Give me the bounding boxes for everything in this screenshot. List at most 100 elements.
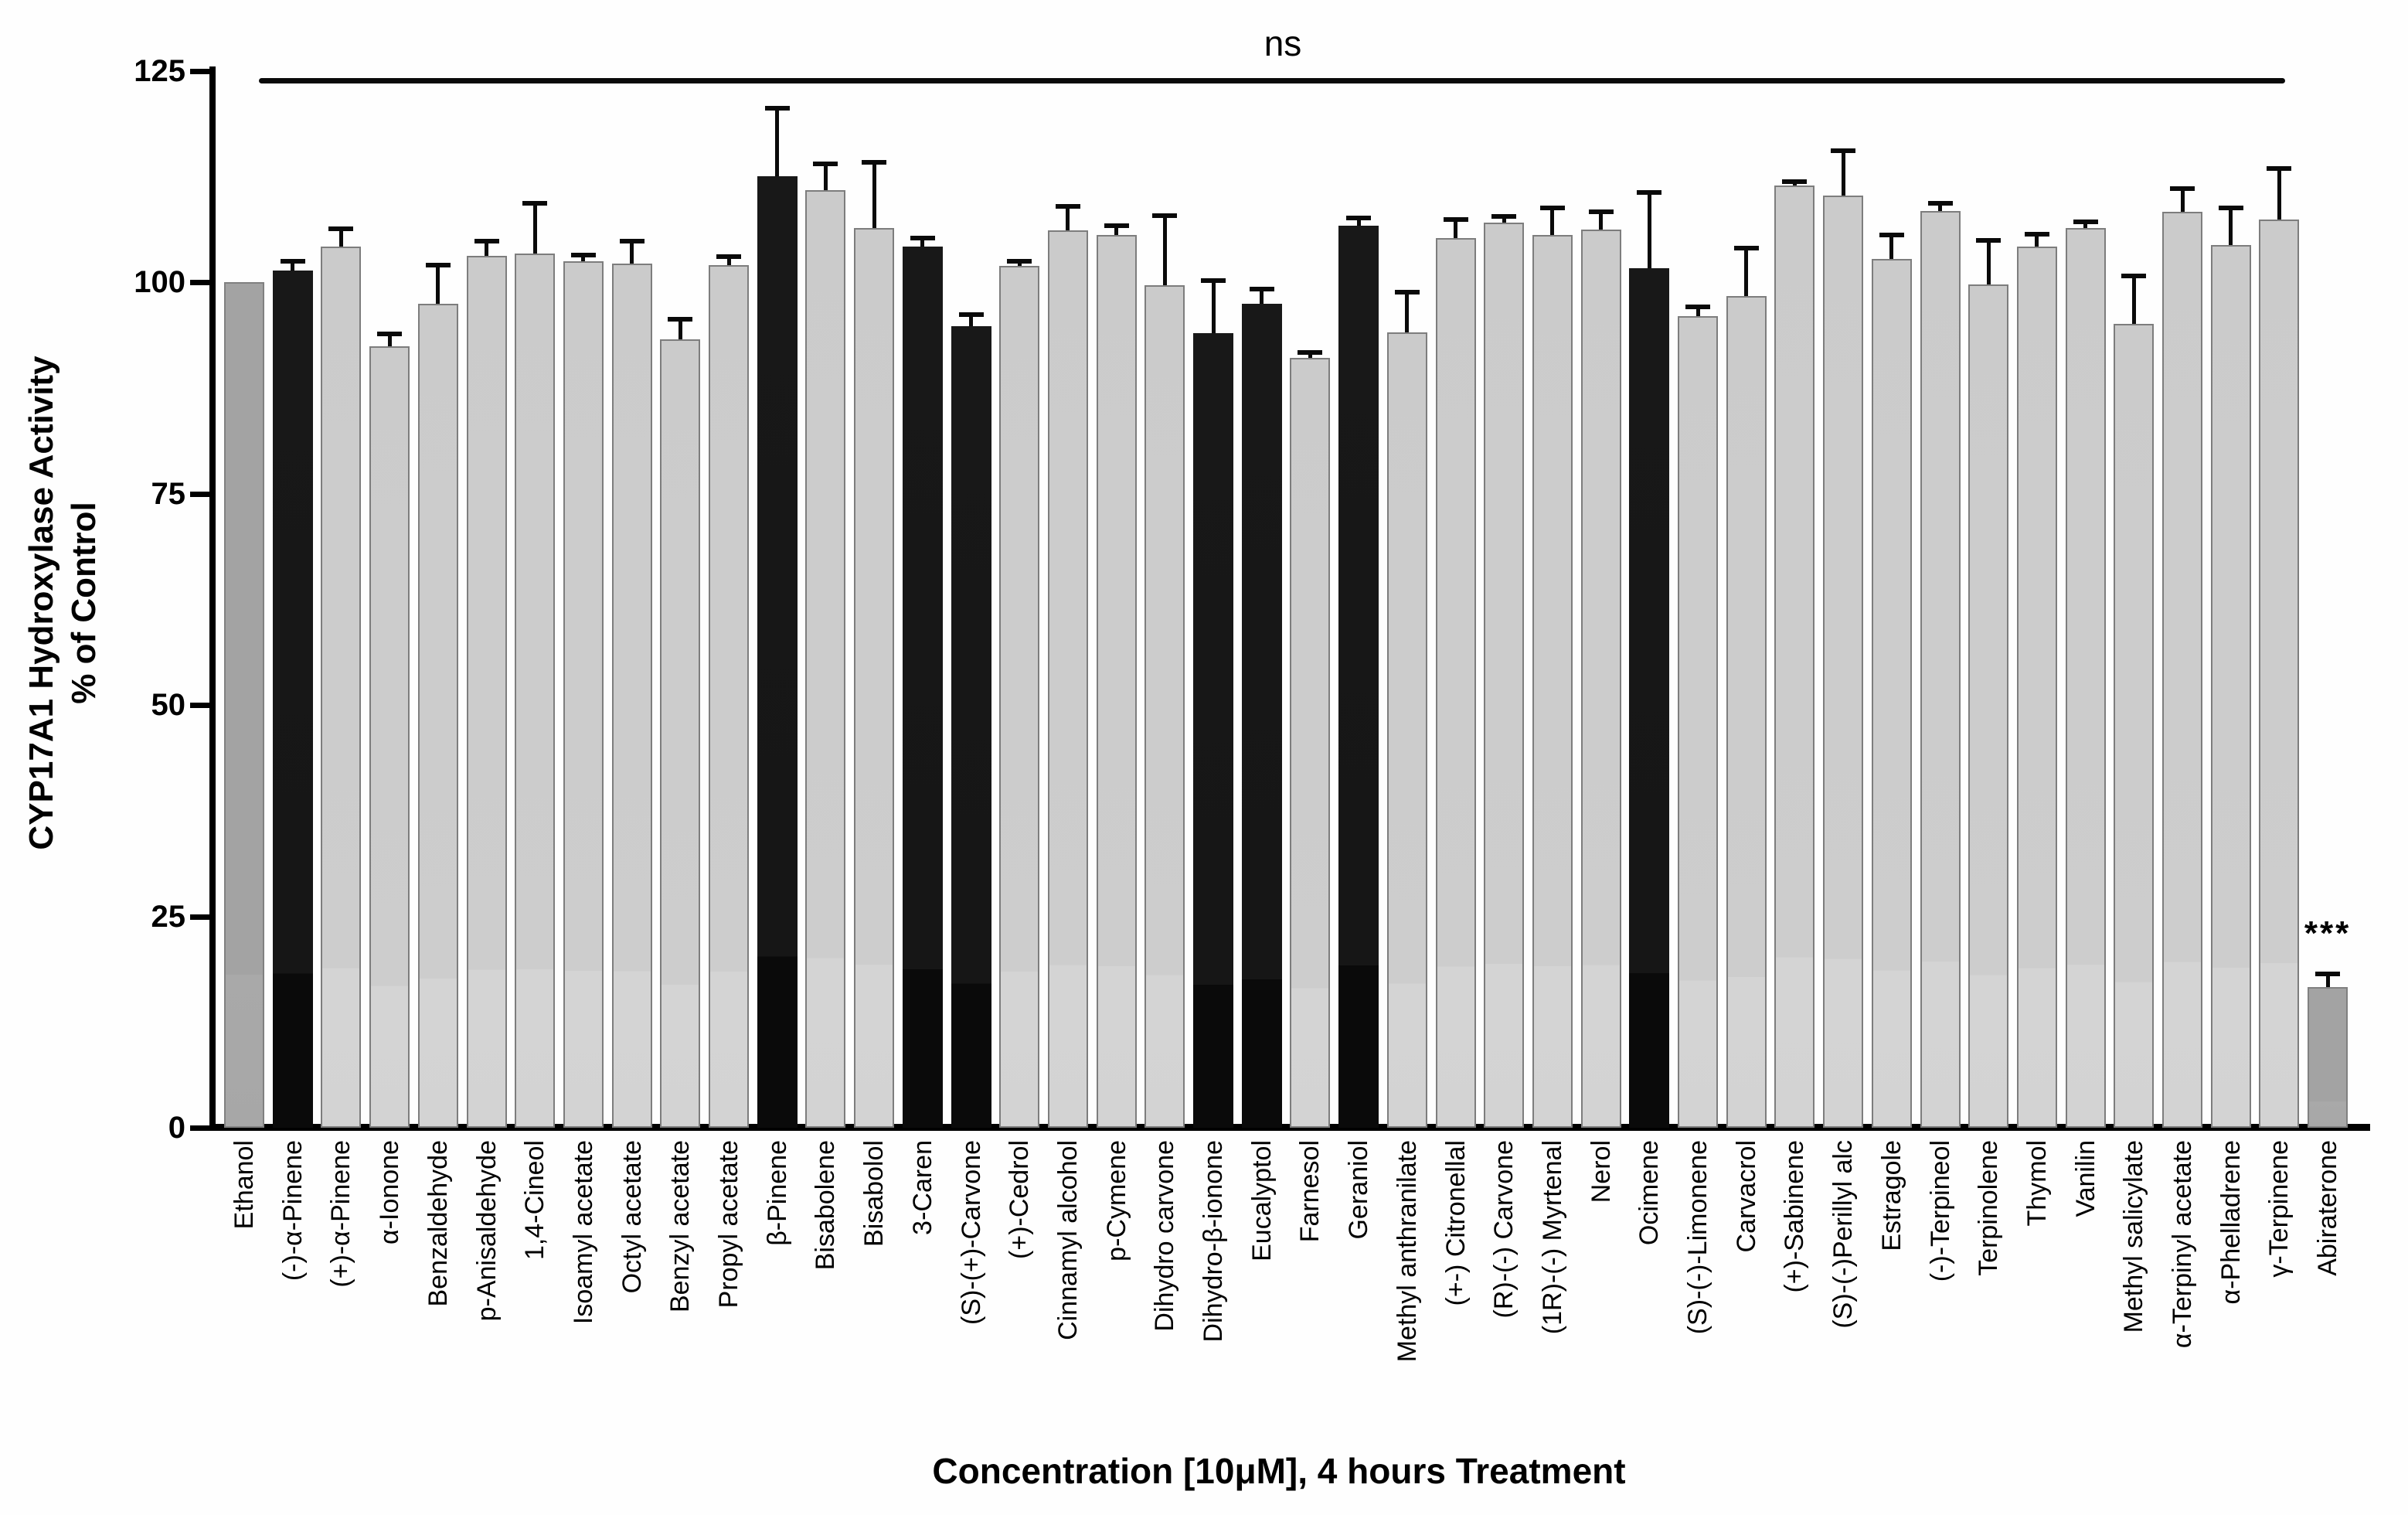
bar-Methyl salicylate xyxy=(2114,323,2155,1128)
bar-Abiraterone xyxy=(2308,987,2348,1128)
error-bar-stem xyxy=(1502,216,1506,228)
x-category-label: Farnesol xyxy=(1295,1140,1325,1243)
error-bar-stem xyxy=(1454,220,1457,243)
error-bar-stem xyxy=(1889,234,1894,264)
bar-(-)-α-Pinene xyxy=(272,270,313,1128)
error-bar-stem xyxy=(532,203,537,258)
error-bar-cap xyxy=(570,252,596,257)
x-category-label: Carvacrol xyxy=(1731,1140,1761,1253)
y-axis-line xyxy=(209,66,216,1131)
bar-Isoamyl acetate xyxy=(563,260,604,1128)
y-tick-label: 50 xyxy=(151,688,186,722)
bar-Farnesol xyxy=(1290,358,1331,1128)
error-bar-cap xyxy=(2267,166,2292,172)
y-tick-label: 75 xyxy=(151,476,186,511)
x-category-label: p-Cymene xyxy=(1101,1140,1131,1261)
error-bar-cap xyxy=(1104,223,1129,228)
x-category-label: (+)-α-Pinene xyxy=(326,1140,356,1288)
x-category-label: (S)-(-)Perillyl alc xyxy=(1828,1140,1859,1329)
bar-(+-) Citronellal xyxy=(1435,238,1476,1128)
x-category-label: α-Terpinyl acetate xyxy=(2168,1140,2197,1349)
y-tick-mark xyxy=(190,1125,211,1131)
error-bar-cap xyxy=(958,312,984,317)
error-bar-stem xyxy=(726,257,731,271)
y-tick-label: 0 xyxy=(168,1111,185,1145)
error-bar-stem xyxy=(1744,248,1749,301)
error-bar-stem xyxy=(387,333,392,352)
y-tick-label: 125 xyxy=(134,53,185,88)
error-bar-cap xyxy=(1782,179,1808,184)
x-category-label: Bisabolol xyxy=(859,1140,889,1247)
x-category-label: (-)-α-Pinene xyxy=(277,1140,308,1282)
bar-(S)-(-)Perillyl alc xyxy=(1823,196,1864,1128)
bar-β-Pinene xyxy=(757,176,798,1128)
bar-Carvacrol xyxy=(1726,295,1767,1128)
bar-α-Terpinyl acetate xyxy=(2162,212,2202,1128)
bar-(S)-(+)-Carvone xyxy=(951,325,991,1128)
x-category-label: Bisabolene xyxy=(811,1140,841,1271)
x-category-label: β-Pinene xyxy=(762,1140,792,1246)
y-tick-label: 25 xyxy=(151,899,186,934)
y-tick-mark xyxy=(190,703,211,708)
x-category-label: Vanilin xyxy=(2070,1140,2100,1217)
x-category-label: (+)-Sabinene xyxy=(1780,1140,1810,1293)
bar-Eucalyptol xyxy=(1241,304,1282,1128)
bar-Vanilin xyxy=(2065,227,2106,1128)
error-bar-stem xyxy=(1162,215,1167,291)
x-category-label: 3-Caren xyxy=(907,1140,937,1235)
error-bar-cap xyxy=(1007,258,1032,264)
error-bar-stem xyxy=(2131,276,2136,329)
x-category-label: Cinnamyl alcohol xyxy=(1053,1140,1083,1340)
error-bar-stem xyxy=(969,314,973,331)
error-bar-cap xyxy=(668,317,693,322)
error-bar-cap xyxy=(2073,220,2098,225)
y-tick-mark xyxy=(190,280,211,285)
error-bar-stem xyxy=(775,107,780,182)
error-bar-cap xyxy=(1055,203,1080,209)
x-axis-title: Concentration [10μM], 4 hours Treatment xyxy=(932,1451,1626,1491)
error-bar-stem xyxy=(920,238,925,252)
bar-(+)-Cedrol xyxy=(999,266,1040,1128)
error-bar-cap xyxy=(1733,246,1759,251)
error-bar-cap xyxy=(1685,304,1710,309)
error-bar-cap xyxy=(716,254,741,260)
x-category-label: Abiraterone xyxy=(2313,1140,2343,1276)
x-category-label: Methyl anthranilate xyxy=(1392,1140,1422,1363)
error-bar-cap xyxy=(1927,201,1953,206)
bar-α-Ionone xyxy=(369,346,410,1128)
bar-Terpinolene xyxy=(1968,284,2009,1128)
error-bar-cap xyxy=(862,159,887,165)
bar-Nerol xyxy=(1580,230,1621,1128)
error-bar-cap xyxy=(2121,274,2147,279)
error-bar-stem xyxy=(1938,203,1942,216)
error-bar-stem xyxy=(1211,280,1216,338)
error-bar-stem xyxy=(823,163,828,195)
bar-(+)-Sabinene xyxy=(1774,186,1815,1128)
x-category-label: Nerol xyxy=(1586,1140,1616,1203)
bar-Octyl acetate xyxy=(611,263,652,1128)
bar-Bisabolene xyxy=(805,189,846,1128)
bar-(R)-(-) Carvone xyxy=(1484,223,1525,1128)
error-bar-stem xyxy=(1599,212,1604,235)
error-bar-cap xyxy=(1298,349,1323,355)
bar-Estragole xyxy=(1871,259,1912,1128)
bar-1,4-Cineol xyxy=(515,253,556,1128)
error-bar-cap xyxy=(1637,190,1662,196)
bar-Bisabolol xyxy=(854,227,895,1128)
bar-Geraniol xyxy=(1338,225,1379,1128)
x-category-label: γ-Terpinene xyxy=(2264,1140,2294,1278)
bar-α-Phelladrene xyxy=(2210,244,2251,1128)
x-category-label: (1R)-(-) Myrtenal xyxy=(1537,1140,1567,1335)
error-bar-stem xyxy=(2035,233,2039,252)
x-category-label: Dihydro carvone xyxy=(1150,1140,1180,1332)
x-category-label: Propyl acetate xyxy=(714,1140,743,1309)
y-tick-label: 100 xyxy=(134,265,185,299)
error-bar-stem xyxy=(1550,207,1555,240)
x-category-label: Methyl salicylate xyxy=(2119,1140,2149,1333)
error-bar-cap xyxy=(910,236,935,241)
error-bar-cap xyxy=(522,201,548,206)
bar-(1R)-(-) Myrtenal xyxy=(1532,234,1573,1128)
error-bar-stem xyxy=(678,319,682,345)
bar-Propyl acetate xyxy=(709,265,749,1128)
